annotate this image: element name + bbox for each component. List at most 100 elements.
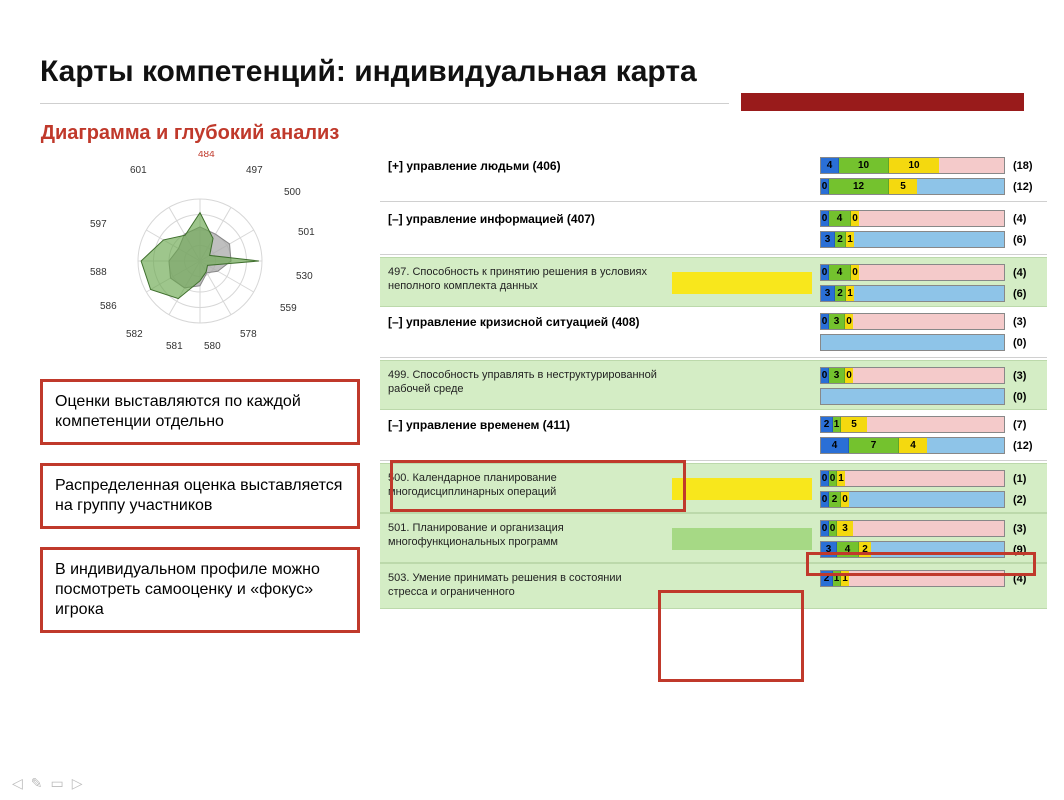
bar-row: 040 (4) <box>820 264 1043 281</box>
score-segment: 4 <box>837 542 859 557</box>
screen-icon[interactable]: ▭ <box>51 775 64 792</box>
title-row: Карты компетенций: индивидуальная карта <box>40 55 1024 89</box>
group-score-bar: 474 <box>820 437 1005 454</box>
score-segment: 5 <box>841 417 867 432</box>
row-label[interactable]: [–] управление кризисной ситуацией (408) <box>386 311 664 334</box>
svg-text:500: 500 <box>284 187 301 198</box>
svg-text:501: 501 <box>298 227 315 238</box>
score-bars: 003(3)342(9) <box>820 518 1043 558</box>
self-score-bar: 001 <box>820 470 1005 487</box>
competency-detail-row: 503. Умение принимать решения в состояни… <box>380 563 1047 609</box>
score-segment: 0 <box>829 471 837 486</box>
svg-text:497: 497 <box>246 165 263 176</box>
prev-icon[interactable]: ◁ <box>12 775 23 792</box>
focus-column <box>672 365 812 369</box>
score-bars: 040(4)321(6) <box>820 262 1043 302</box>
row-total: (0) <box>1013 391 1043 403</box>
score-bars: 211 (4) <box>820 568 1043 587</box>
spacer <box>672 414 812 418</box>
spacer <box>672 311 812 315</box>
row-label: 503. Умение принимать решения в состояни… <box>386 568 664 604</box>
competency-detail-row: 500. Календарное планирование многодисци… <box>380 463 1047 513</box>
bar-row: 020 (2) <box>820 491 1043 508</box>
svg-text:582: 582 <box>126 329 143 340</box>
row-label[interactable]: [–] управление информацией (407) <box>386 208 664 231</box>
score-segment: 1 <box>841 571 849 586</box>
focus-bar-green <box>672 528 812 550</box>
score-segment: 0 <box>821 521 829 536</box>
draw-icon[interactable]: ✎ <box>31 775 43 792</box>
group-score-bar: 020 <box>820 491 1005 508</box>
bar-row: 001 (1) <box>820 470 1043 487</box>
group-score-bar: 0125 <box>820 178 1005 195</box>
next-icon[interactable]: ▷ <box>72 775 83 792</box>
row-total: (4) <box>1013 573 1043 585</box>
section-title: Диаграмма и глубокий анализ <box>40 121 340 145</box>
score-segment: 1 <box>846 286 854 301</box>
divider <box>380 460 1047 461</box>
score-bars: 001 (1) 020 (2) <box>820 468 1043 508</box>
row-label[interactable]: [–] управление временем (411) <box>386 414 664 437</box>
competency-detail-row: 501. Планирование и организация многофун… <box>380 513 1047 563</box>
self-score-bar: 211 <box>820 570 1005 587</box>
svg-text:581: 581 <box>166 341 183 352</box>
score-segment: 3 <box>821 286 835 301</box>
svg-text:559: 559 <box>280 303 297 314</box>
score-segment: 4 <box>821 158 839 173</box>
row-total: (6) <box>1013 234 1043 246</box>
focus-column <box>672 568 812 572</box>
row-label[interactable]: [+] управление людьми (406) <box>386 155 664 178</box>
score-bars: 040(4)321(6) <box>820 208 1043 248</box>
score-segment: 10 <box>839 158 889 173</box>
score-segment: 0 <box>821 265 829 280</box>
row-total: (2) <box>1013 494 1043 506</box>
self-score-bar: 215 <box>820 416 1005 433</box>
row-label: 500. Календарное планирование многодисци… <box>386 468 664 504</box>
score-segment: 2 <box>821 417 833 432</box>
svg-text:586: 586 <box>100 301 117 312</box>
score-segment: 0 <box>851 211 859 226</box>
score-bars: 41010(18)0125(12) <box>820 155 1043 195</box>
svg-text:580: 580 <box>204 341 221 352</box>
score-segment: 0 <box>821 179 829 194</box>
svg-text:588: 588 <box>90 267 107 278</box>
bar-row: 321(6) <box>820 231 1043 248</box>
group-score-bar: 321 <box>820 285 1005 302</box>
score-bars: 030(3)(0) <box>820 311 1043 351</box>
row-total: (4) <box>1013 267 1043 279</box>
score-bars: 030(3) (0) <box>820 365 1043 405</box>
score-segment: 3 <box>829 314 845 329</box>
score-segment: 3 <box>821 542 837 557</box>
self-score-bar: 41010 <box>820 157 1005 174</box>
score-segment: 4 <box>829 265 851 280</box>
score-bars: 215(7)474(12) <box>820 414 1043 454</box>
group-score-bar: 342 <box>820 541 1005 558</box>
score-segment: 1 <box>846 232 854 247</box>
score-segment: 4 <box>899 438 927 453</box>
main-layout: 4844975005015305595785805815825865885976… <box>40 151 1024 633</box>
score-segment: 0 <box>851 265 859 280</box>
competency-group-row: [–] управление временем (411) 215(7)474(1… <box>380 410 1047 458</box>
spacer <box>672 155 812 159</box>
row-label: 497. Способность к принятию решения в ус… <box>386 262 664 298</box>
score-segment: 0 <box>841 492 849 507</box>
svg-text:484: 484 <box>198 151 215 160</box>
score-segment: 0 <box>821 314 829 329</box>
score-segment: 5 <box>889 179 917 194</box>
score-segment: 1 <box>833 571 841 586</box>
score-segment: 10 <box>889 158 939 173</box>
divider <box>380 201 1047 202</box>
competency-detail-row: 497. Способность к принятию решения в ус… <box>380 257 1047 307</box>
self-score-bar: 040 <box>820 210 1005 227</box>
score-segment: 4 <box>829 211 851 226</box>
bar-row: 030(3) <box>820 367 1043 384</box>
competency-group-row: [+] управление людьми (406)41010(18)0125… <box>380 151 1047 199</box>
row-total: (3) <box>1013 370 1043 382</box>
radar-svg: 4844975005015305595785805815825865885976… <box>70 151 330 361</box>
title-underline <box>40 103 729 104</box>
annotation-2: Распределенная оценка выставляется на гр… <box>40 463 360 529</box>
row-total: (3) <box>1013 316 1043 328</box>
self-score-bar: 040 <box>820 264 1005 281</box>
row-total: (1) <box>1013 473 1043 485</box>
row-total: (12) <box>1013 181 1043 193</box>
